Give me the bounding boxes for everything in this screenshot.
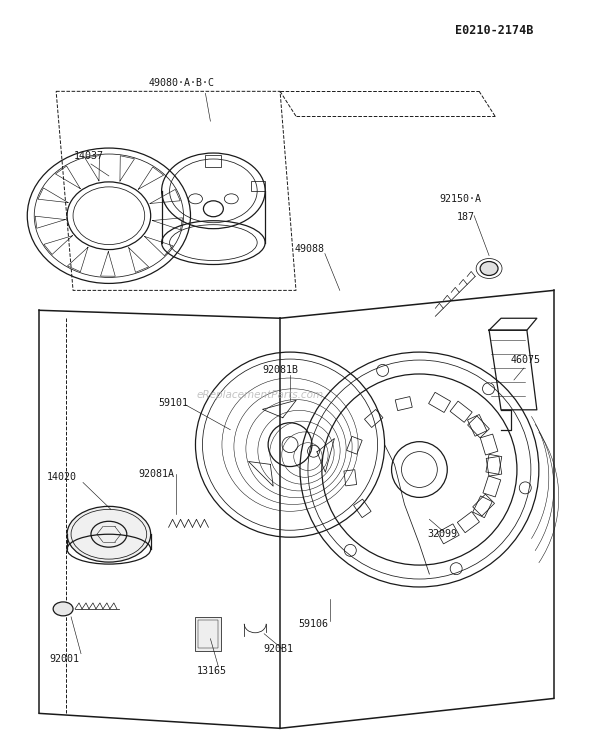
Bar (486, 454, 502, 474)
Bar (457, 512, 480, 533)
Bar (251, 181, 265, 191)
Bar (473, 496, 492, 518)
Bar (468, 416, 489, 438)
Text: 14020: 14020 (47, 473, 77, 482)
Bar (480, 434, 498, 455)
Text: 59101: 59101 (159, 398, 189, 408)
Bar (428, 392, 451, 412)
Bar (483, 476, 501, 497)
Text: 32099: 32099 (427, 529, 457, 539)
Bar (205, 155, 221, 167)
Text: 92081A: 92081A (139, 469, 175, 478)
Bar (365, 409, 383, 427)
Text: 14037: 14037 (74, 151, 104, 161)
Bar (450, 401, 472, 422)
Bar (346, 436, 362, 454)
Text: 92081B: 92081B (262, 365, 298, 375)
Bar (473, 494, 494, 516)
Text: eReplacementParts.com: eReplacementParts.com (196, 390, 324, 400)
Text: 13165: 13165 (196, 666, 227, 675)
Text: 187: 187 (457, 212, 475, 221)
Text: E0210-2174B: E0210-2174B (455, 24, 534, 36)
Text: 920B1: 920B1 (263, 643, 293, 654)
Text: 46075: 46075 (511, 355, 541, 365)
Ellipse shape (67, 507, 150, 562)
Text: 92150·A: 92150·A (440, 194, 481, 204)
Bar (395, 397, 412, 411)
Bar (353, 499, 371, 518)
Bar (195, 617, 221, 651)
Bar (344, 470, 356, 486)
Bar (486, 456, 502, 476)
Bar (437, 524, 459, 544)
Text: 59106: 59106 (298, 619, 328, 629)
Ellipse shape (480, 262, 498, 276)
Bar (198, 620, 218, 648)
Text: 49088: 49088 (295, 244, 325, 253)
Bar (467, 415, 487, 436)
Text: 92001: 92001 (49, 654, 79, 663)
Ellipse shape (53, 602, 73, 616)
Text: 49080·A·B·C: 49080·A·B·C (149, 78, 215, 88)
